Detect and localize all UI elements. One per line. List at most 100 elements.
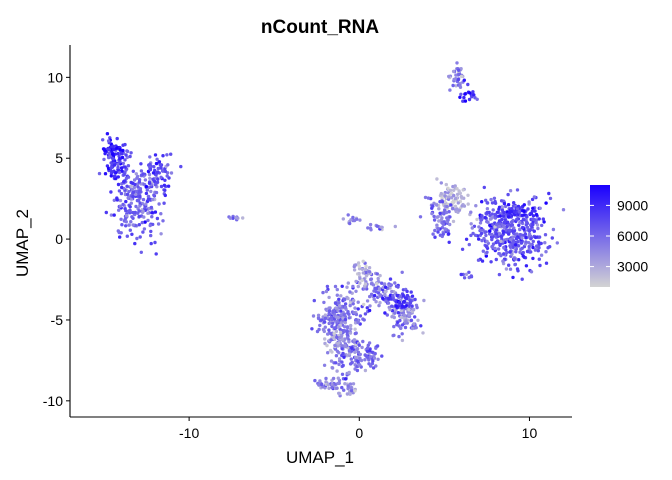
data-point <box>375 282 379 286</box>
data-point <box>358 281 362 285</box>
data-point <box>525 220 529 224</box>
data-point <box>480 200 484 204</box>
data-point <box>354 331 358 335</box>
data-point <box>403 320 407 324</box>
data-point <box>379 225 384 229</box>
data-point <box>155 180 160 184</box>
data-point <box>141 230 145 234</box>
data-point <box>125 149 129 153</box>
data-point <box>335 287 339 292</box>
data-point <box>486 220 490 224</box>
data-point <box>104 210 109 215</box>
data-point <box>107 155 111 160</box>
data-point <box>524 236 528 240</box>
data-point <box>499 239 503 243</box>
data-point <box>367 341 372 345</box>
data-point <box>461 99 465 103</box>
data-point <box>340 337 344 342</box>
data-point <box>441 222 445 226</box>
data-point <box>451 206 455 211</box>
data-point <box>325 284 330 289</box>
data-point <box>497 205 502 209</box>
data-point <box>453 204 458 208</box>
data-point <box>153 182 157 187</box>
data-point <box>496 239 500 244</box>
data-point <box>139 250 143 254</box>
data-point <box>369 355 373 359</box>
data-point <box>485 201 489 205</box>
data-point <box>445 204 449 209</box>
data-point <box>353 355 358 360</box>
data-point <box>531 245 535 250</box>
data-point <box>330 366 335 370</box>
data-point <box>517 223 521 227</box>
data-point <box>348 301 353 305</box>
data-point <box>330 382 334 387</box>
data-point <box>343 377 348 381</box>
data-point <box>134 192 138 197</box>
data-point <box>119 217 123 221</box>
data-point <box>494 228 499 232</box>
data-point <box>531 206 535 210</box>
data-point <box>459 92 463 97</box>
data-point <box>413 297 417 302</box>
data-point <box>356 261 361 265</box>
data-point <box>397 300 402 305</box>
data-point <box>142 227 147 231</box>
data-point <box>372 293 377 298</box>
data-point <box>348 382 353 386</box>
data-point <box>107 147 111 152</box>
data-point <box>392 315 396 320</box>
data-point <box>120 185 124 190</box>
data-point <box>507 232 511 236</box>
data-point <box>145 188 149 192</box>
data-point <box>452 193 456 198</box>
data-point <box>354 348 359 352</box>
data-point <box>356 320 360 325</box>
data-point <box>449 203 453 207</box>
data-point <box>531 256 535 261</box>
data-point <box>506 220 510 224</box>
data-point <box>459 74 464 79</box>
data-point <box>363 368 368 373</box>
data-point <box>350 361 354 365</box>
data-point <box>479 231 484 236</box>
data-point <box>144 191 149 196</box>
data-point <box>310 327 314 331</box>
data-point <box>159 212 163 216</box>
data-point <box>506 192 510 197</box>
y-tick-label: 10 <box>47 69 63 85</box>
data-point <box>458 95 462 100</box>
data-point <box>430 211 434 216</box>
data-point <box>378 273 382 278</box>
data-point <box>515 207 520 211</box>
data-point <box>346 296 350 301</box>
data-point <box>365 306 369 310</box>
data-point <box>491 208 495 212</box>
data-point <box>125 234 129 238</box>
data-point <box>492 196 497 200</box>
data-point <box>538 263 542 268</box>
data-point <box>502 220 507 225</box>
data-point <box>349 386 353 390</box>
data-point <box>511 229 515 233</box>
data-point <box>501 205 505 210</box>
colorbar-gradient <box>590 185 610 287</box>
data-point <box>480 238 484 243</box>
data-point <box>101 138 105 142</box>
data-point <box>112 198 117 202</box>
data-point <box>484 244 489 249</box>
data-point <box>126 175 131 179</box>
data-point <box>454 77 458 81</box>
data-point <box>146 211 150 215</box>
data-point <box>371 366 376 370</box>
data-point <box>327 328 331 332</box>
data-point <box>548 196 553 201</box>
data-point <box>124 199 128 204</box>
data-point <box>531 239 535 244</box>
data-point <box>327 386 331 390</box>
data-point <box>435 177 439 181</box>
data-point <box>534 212 539 217</box>
data-point <box>154 173 158 177</box>
data-point <box>405 293 410 298</box>
